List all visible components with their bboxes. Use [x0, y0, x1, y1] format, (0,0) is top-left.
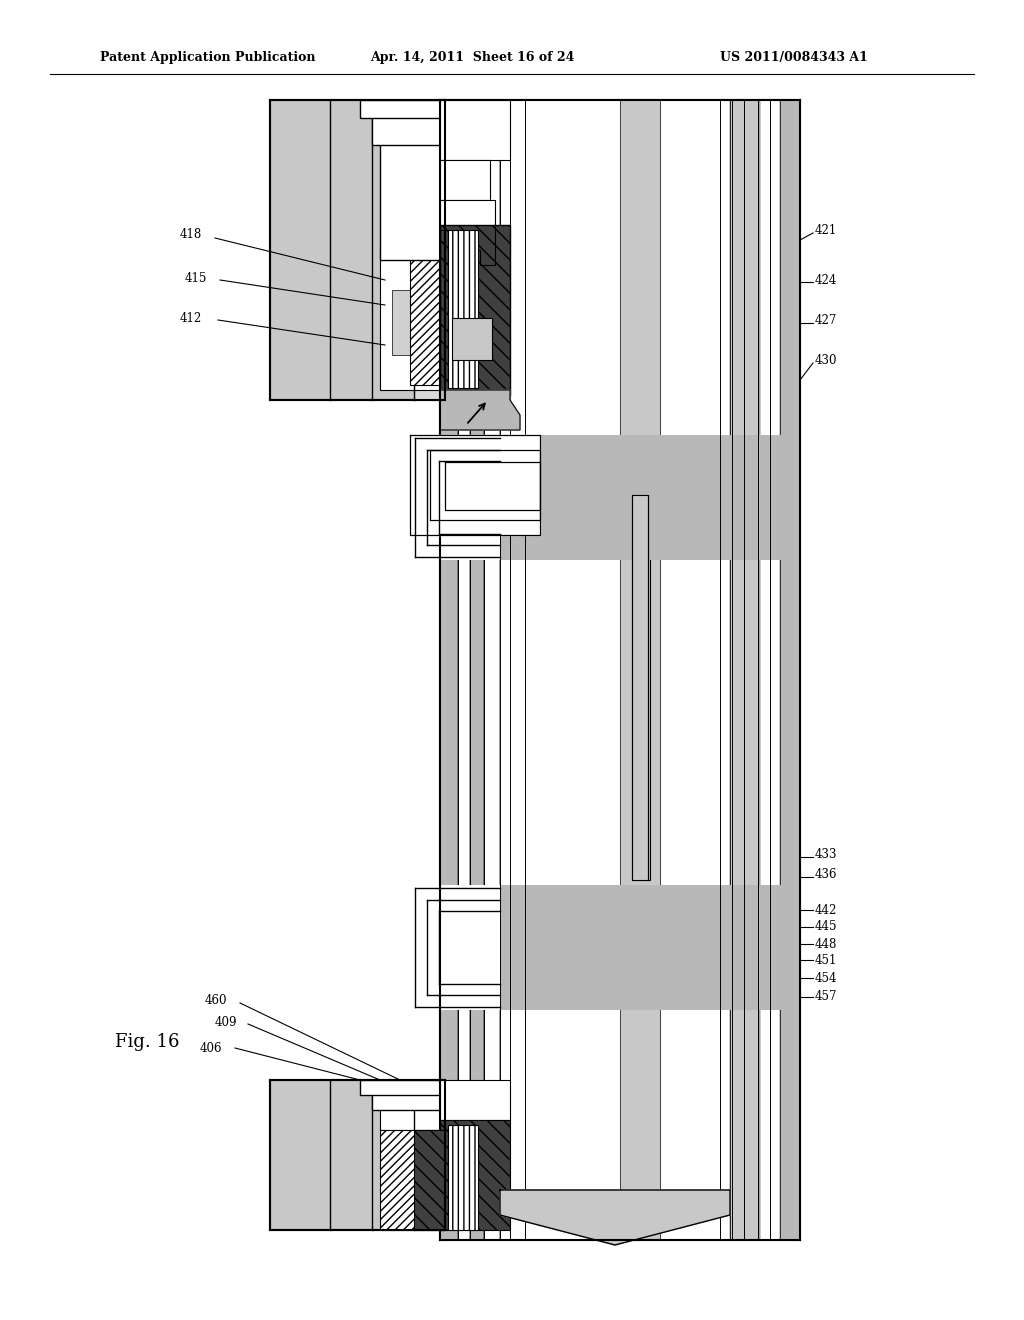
Text: 409: 409: [215, 1015, 238, 1028]
Bar: [372, 100, 445, 145]
Bar: [780, 100, 800, 1239]
Text: 427: 427: [815, 314, 838, 326]
Text: 442: 442: [815, 903, 838, 916]
Bar: [392, 290, 430, 355]
Bar: [440, 1080, 510, 1119]
Bar: [500, 884, 800, 1010]
Text: 424: 424: [815, 273, 838, 286]
Text: 1603: 1603: [420, 438, 450, 451]
Polygon shape: [500, 1191, 730, 1245]
Bar: [440, 100, 458, 1239]
Bar: [635, 490, 650, 880]
Bar: [500, 436, 800, 560]
Bar: [449, 1125, 478, 1230]
Bar: [760, 100, 780, 1239]
Bar: [452, 318, 492, 360]
Polygon shape: [440, 201, 495, 265]
Text: 433: 433: [815, 849, 838, 862]
Bar: [440, 100, 800, 1239]
Text: 451: 451: [815, 953, 838, 966]
Bar: [372, 1080, 445, 1110]
Bar: [380, 1080, 445, 1130]
Bar: [440, 160, 490, 201]
Polygon shape: [440, 389, 520, 430]
Bar: [440, 224, 510, 395]
Bar: [395, 884, 500, 1010]
Text: 460: 460: [205, 994, 227, 1006]
Bar: [360, 100, 445, 117]
Bar: [414, 100, 445, 400]
Bar: [414, 1130, 445, 1230]
Polygon shape: [445, 462, 540, 510]
Bar: [410, 249, 445, 385]
Text: US 2011/0084343 A1: US 2011/0084343 A1: [720, 51, 868, 65]
Bar: [380, 100, 445, 260]
Bar: [470, 100, 484, 1239]
Bar: [632, 495, 648, 880]
Text: Patent Application Publication: Patent Application Publication: [100, 51, 315, 65]
Text: 418: 418: [180, 228, 203, 242]
Bar: [414, 1080, 445, 1230]
Polygon shape: [410, 436, 540, 535]
Bar: [380, 1130, 445, 1230]
Text: 445: 445: [815, 920, 838, 933]
Text: 412: 412: [180, 312, 203, 325]
Bar: [360, 1080, 445, 1096]
Text: 406: 406: [200, 1041, 222, 1055]
Bar: [458, 100, 470, 1239]
Bar: [730, 100, 800, 1239]
Bar: [440, 100, 510, 160]
Text: Fig. 16: Fig. 16: [115, 1034, 179, 1051]
Bar: [270, 100, 445, 400]
Bar: [620, 100, 660, 1239]
Text: 430: 430: [815, 354, 838, 367]
Text: 448: 448: [815, 937, 838, 950]
Bar: [395, 436, 500, 560]
Bar: [440, 389, 510, 420]
Bar: [270, 1080, 445, 1230]
Text: 421: 421: [815, 223, 838, 236]
Bar: [380, 249, 445, 389]
Bar: [730, 100, 760, 1239]
Text: Apr. 14, 2011  Sheet 16 of 24: Apr. 14, 2011 Sheet 16 of 24: [370, 51, 574, 65]
Text: 454: 454: [815, 972, 838, 985]
Bar: [449, 230, 478, 388]
Text: 415: 415: [185, 272, 208, 285]
Polygon shape: [430, 450, 540, 520]
Text: 436: 436: [815, 869, 838, 882]
Bar: [500, 100, 730, 1239]
Bar: [484, 100, 500, 1239]
Text: 457: 457: [815, 990, 838, 1003]
Bar: [440, 1119, 510, 1230]
